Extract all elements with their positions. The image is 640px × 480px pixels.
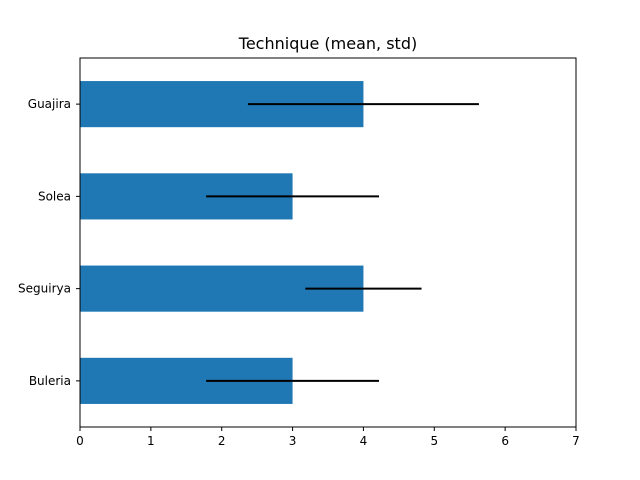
axes-frame — [79, 57, 577, 428]
chart-title: Technique (mean, std) — [238, 34, 417, 53]
x-tick-label: 0 — [76, 434, 84, 448]
y-tick-label-seguirya: Seguirya — [18, 282, 71, 296]
x-axis: 0 1 2 3 4 5 6 7 — [76, 427, 580, 448]
x-tick-label: 3 — [289, 434, 297, 448]
y-axis: Buleria Seguirya Solea Guajira — [18, 97, 80, 388]
x-tick-label: 7 — [572, 434, 580, 448]
x-tick-label: 1 — [147, 434, 155, 448]
y-tick-label-solea: Solea — [38, 189, 71, 203]
bars-layer — [80, 81, 364, 404]
x-tick-label: 6 — [501, 434, 509, 448]
error-bars-layer — [206, 103, 479, 382]
x-tick-label: 4 — [360, 434, 368, 448]
y-tick-label-guajira: Guajira — [28, 97, 71, 111]
x-tick-label: 2 — [218, 434, 226, 448]
y-tick-label-buleria: Buleria — [29, 374, 71, 388]
x-tick-label: 5 — [430, 434, 438, 448]
